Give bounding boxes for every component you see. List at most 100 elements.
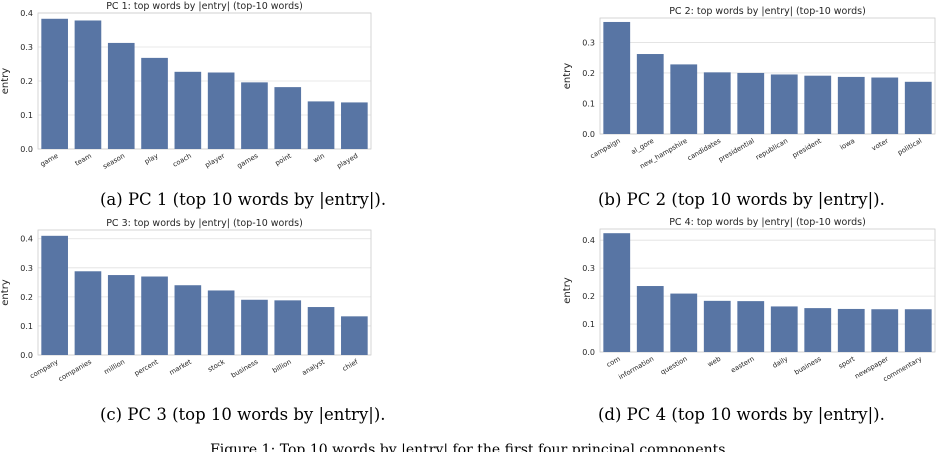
bar-voter [871,77,899,134]
y-tick-label: 0.4 [20,9,33,18]
x-tick-label: sport [837,355,856,371]
caption-d: (d) PC 4 (top 10 words by |entry|). [598,405,885,424]
y-tick-label: 0.4 [20,235,33,244]
bar-point [274,87,302,149]
x-tick-label: business [230,358,260,380]
x-tick-label: political [896,137,923,157]
x-tick-label: million [103,358,127,376]
bar-player [207,72,235,149]
x-tick-label: presidential [717,137,756,164]
x-tick-label: iowa [839,137,857,152]
x-tick-label: eastern [729,355,755,375]
bar-web [703,300,731,352]
x-tick-label: companies [57,358,93,384]
bar-eastern [737,301,765,352]
bar-win [307,101,335,149]
y-tick-label: 0.3 [582,264,595,273]
y-axis-label: entry [0,279,11,306]
bar-billion [274,300,302,355]
bar-new-hampshire [670,64,698,134]
bar-million [107,275,135,355]
x-tick-label: voter [870,137,890,153]
bar-political [904,81,932,134]
chart-svg-pc4: PC 4: top words by |entry| (top-10 words… [562,217,936,383]
bar-president [804,75,832,134]
plot-frame [599,228,936,353]
y-tick-label: 0.3 [20,43,33,52]
bar-presidential [737,72,765,134]
bar-coach [174,71,202,149]
y-tick-label: 0.0 [582,130,595,139]
x-tick-label: season [102,152,127,171]
y-tick-label: 0.2 [582,69,595,78]
bar-information [636,286,664,352]
figure-caption: Figure 1: Top 10 words by |entry| for th… [210,442,730,452]
x-tick-label: republican [754,137,789,162]
chart-svg-pc3: PC 3: top words by |entry| (top-10 words… [0,218,372,384]
x-tick-label: market [168,358,193,377]
x-tick-label: business [793,355,823,377]
x-tick-label: com [605,355,622,369]
y-tick-label: 0.1 [20,322,33,331]
x-tick-label: chief [341,358,360,373]
caption-a: (a) PC 1 (top 10 words by |entry|). [100,190,387,209]
chart-title: PC 3: top words by |entry| (top-10 words… [106,218,303,229]
chart-svg-pc2: PC 2: top words by |entry| (top-10 words… [562,6,936,170]
bar-game [41,18,68,150]
bar-iowa [837,76,865,134]
y-tick-label: 0.3 [20,264,33,273]
chart-title: PC 2: top words by |entry| (top-10 words… [669,6,866,17]
bar-republican [770,74,798,134]
bar-played [341,102,368,149]
y-tick-label: 0.1 [20,111,33,120]
bar-daily [770,306,798,352]
plot-frame [599,17,936,135]
y-tick-label: 0.0 [20,145,33,154]
y-tick-label: 0.2 [20,77,33,86]
x-tick-label: game [39,152,60,169]
x-tick-label: campaign [589,137,622,161]
x-tick-label: play [143,152,159,166]
y-tick-label: 0.0 [582,348,595,357]
x-tick-label: question [659,355,688,377]
bar-campaign [603,21,631,134]
bar-companies [74,271,102,355]
x-tick-label: percent [133,358,160,378]
y-tick-label: 0.2 [582,292,595,301]
x-tick-label: team [74,152,94,168]
bar-team [74,20,102,150]
y-tick-label: 0.4 [582,236,595,245]
x-tick-label: analyst [301,358,327,377]
bar-com [603,233,631,352]
chart-title: PC 4: top words by |entry| (top-10 words… [669,217,866,228]
bar-al-gore [636,54,664,134]
y-axis-label: entry [562,63,573,90]
x-tick-label: played [336,152,360,170]
y-axis-label: entry [562,277,573,304]
plot-frame [37,12,372,150]
x-tick-label: player [204,152,227,170]
bar-market [174,285,202,355]
chart-svg-pc1: PC 1: top words by |entry| (top-10 words… [0,1,372,171]
bar-sport [837,308,865,352]
chart-panel-pc1: PC 1: top words by |entry| (top-10 words… [0,0,380,185]
bar-percent [141,276,168,355]
y-tick-label: 0.0 [20,351,33,360]
x-tick-label: win [312,152,326,165]
bar-company [41,235,68,355]
bar-business [804,308,832,352]
x-tick-label: al_gore [630,137,655,156]
x-tick-label: daily [771,355,789,370]
caption-c: (c) PC 3 (top 10 words by |entry|). [100,405,386,424]
y-tick-label: 0.1 [582,320,595,329]
chart-title: PC 1: top words by |entry| (top-10 words… [106,1,303,12]
chart-panel-pc3: PC 3: top words by |entry| (top-10 words… [0,213,380,408]
bar-stock [207,290,235,355]
x-tick-label: point [274,152,293,168]
chart-panel-pc2: PC 2: top words by |entry| (top-10 words… [560,0,940,185]
x-tick-label: information [617,355,655,382]
y-tick-label: 0.1 [582,99,595,108]
x-tick-label: company [29,358,60,381]
x-tick-label: president [791,137,823,160]
chart-panel-pc4: PC 4: top words by |entry| (top-10 words… [560,213,940,408]
